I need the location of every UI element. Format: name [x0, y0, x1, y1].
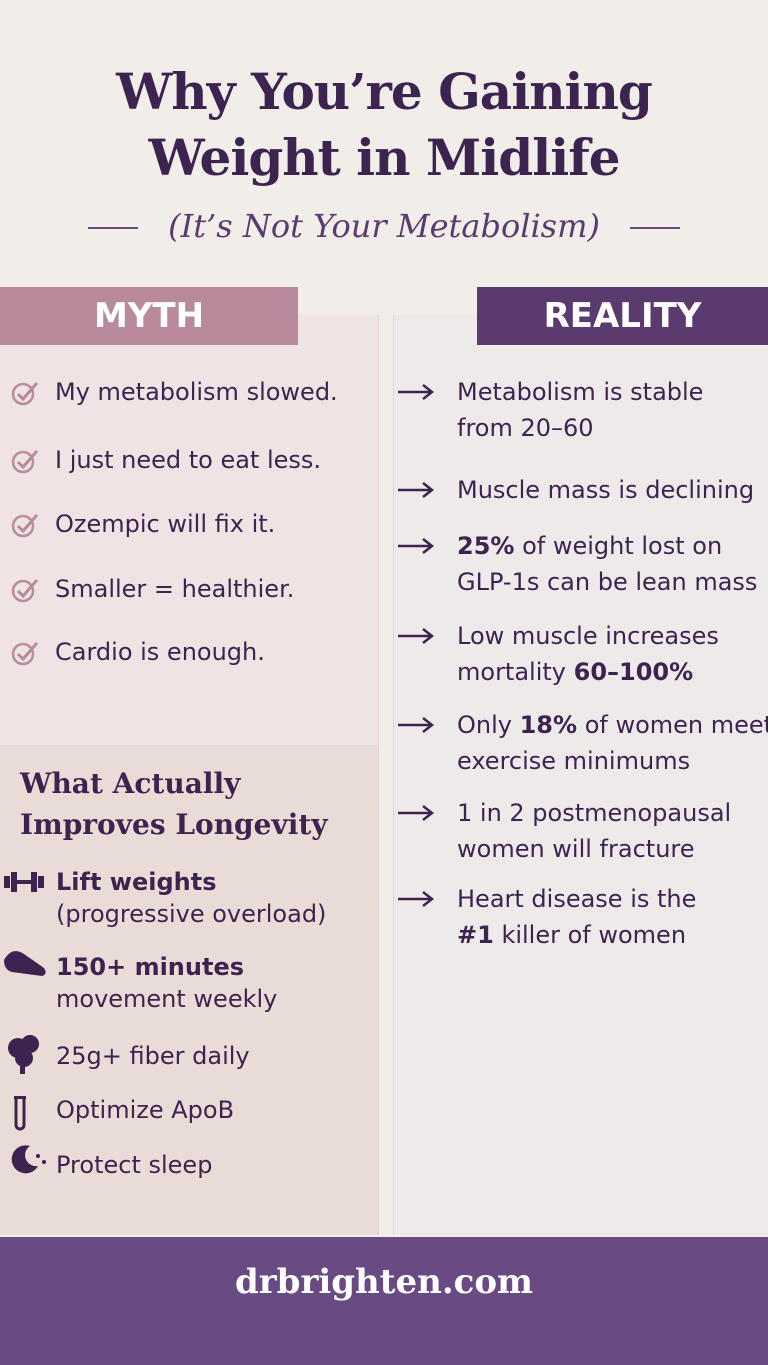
subtitle: (It’s Not Your Metabolism): [168, 207, 600, 245]
text-segment: of weight lost on: [514, 532, 723, 560]
text-segment: Only: [457, 711, 520, 739]
text-segment: Heart disease is the: [457, 885, 697, 913]
longevity-line: 150+ minutes: [56, 951, 244, 983]
title-line: Weight in Midlife: [148, 128, 620, 187]
longevity-line: movement weekly: [56, 983, 277, 1015]
check-icon: [6, 637, 46, 667]
longevity-panel: [0, 745, 378, 1235]
reality-line: Only 18% of women meet: [457, 709, 768, 741]
arrow-icon: [396, 377, 436, 407]
text-segment: mortality: [457, 658, 574, 686]
longevity-title: What Actually: [20, 767, 241, 800]
reality-label: REALITY: [477, 287, 768, 345]
text-segment: Protect sleep: [56, 1151, 213, 1179]
rule: [630, 227, 680, 229]
text-segment: Lift weights: [56, 868, 217, 896]
text-segment: killer of women: [493, 921, 687, 949]
title-line: Why You’re Gaining: [116, 62, 653, 121]
reality-line: Metabolism is stable: [457, 376, 703, 408]
reality-panel: [393, 315, 768, 1235]
longevity-line: (progressive overload): [56, 898, 326, 930]
text-segment: (progressive overload): [56, 900, 327, 928]
footer-url: drbrighten.com: [234, 1262, 534, 1302]
longevity-line: Protect sleep: [56, 1149, 212, 1181]
text-segment: GLP-1s can be lean mass: [457, 568, 758, 596]
reality-line: women will fracture: [457, 833, 695, 865]
check-icon: [6, 445, 46, 475]
longevity-icons: [4, 872, 46, 1174]
arrow-icon: [396, 710, 436, 740]
reality-line: Low muscle increases: [457, 620, 719, 652]
arrow-icon: [396, 884, 436, 914]
text-segment: 18%: [519, 711, 578, 739]
longevity-line: 25g+ fiber daily: [56, 1040, 250, 1072]
text-segment: movement weekly: [56, 985, 278, 1013]
myth-item: My metabolism slowed.: [55, 378, 338, 406]
text-segment: exercise minimums: [457, 747, 691, 775]
text-segment: 1 in 2 postmenopausal: [457, 799, 732, 827]
text-segment: from 20–60: [457, 414, 594, 442]
text-segment: women will fracture: [457, 835, 695, 863]
reality-line: exercise minimums: [457, 745, 690, 777]
rule: [88, 227, 138, 229]
reality-line: mortality 60–100%: [457, 656, 693, 688]
myth-item: Cardio is enough.: [55, 638, 265, 666]
text-segment: Optimize ApoB: [56, 1096, 235, 1124]
text-segment: Low muscle increases: [457, 622, 719, 650]
arrow-icon: [396, 475, 436, 505]
reality-line: 25% of weight lost on: [457, 530, 722, 562]
arrow-icon: [396, 621, 436, 651]
check-icon: [6, 377, 46, 407]
check-icon: [6, 574, 46, 604]
arrow-icon: [396, 531, 436, 561]
text-segment: Muscle mass is declining: [457, 476, 755, 504]
myth-item: I just need to eat less.: [55, 446, 322, 474]
myth-label: MYTH: [0, 287, 298, 345]
reality-line: from 20–60: [457, 412, 594, 444]
myth-item: Smaller = healthier.: [55, 575, 295, 603]
longevity-title: Improves Longevity: [20, 808, 328, 841]
text-segment: 60–100%: [573, 658, 694, 686]
text-segment: 25g+ fiber daily: [56, 1042, 250, 1070]
text-segment: 25%: [457, 532, 515, 560]
check-icon: [6, 509, 46, 539]
arrow-icon: [396, 798, 436, 828]
text-segment: #1: [457, 921, 494, 949]
reality-line: GLP-1s can be lean mass: [457, 566, 757, 598]
text-segment: of women meet: [577, 711, 768, 739]
reality-line: Heart disease is the: [457, 883, 696, 915]
longevity-line: Optimize ApoB: [56, 1094, 234, 1126]
reality-line: #1 killer of women: [457, 919, 686, 951]
longevity-line: Lift weights: [56, 866, 217, 898]
footer: [0, 1237, 768, 1365]
text-segment: 150+ minutes: [56, 953, 245, 981]
reality-line: Muscle mass is declining: [457, 474, 754, 506]
reality-line: 1 in 2 postmenopausal: [457, 797, 731, 829]
myth-item: Ozempic will fix it.: [55, 510, 276, 538]
text-segment: Metabolism is stable: [457, 378, 704, 406]
